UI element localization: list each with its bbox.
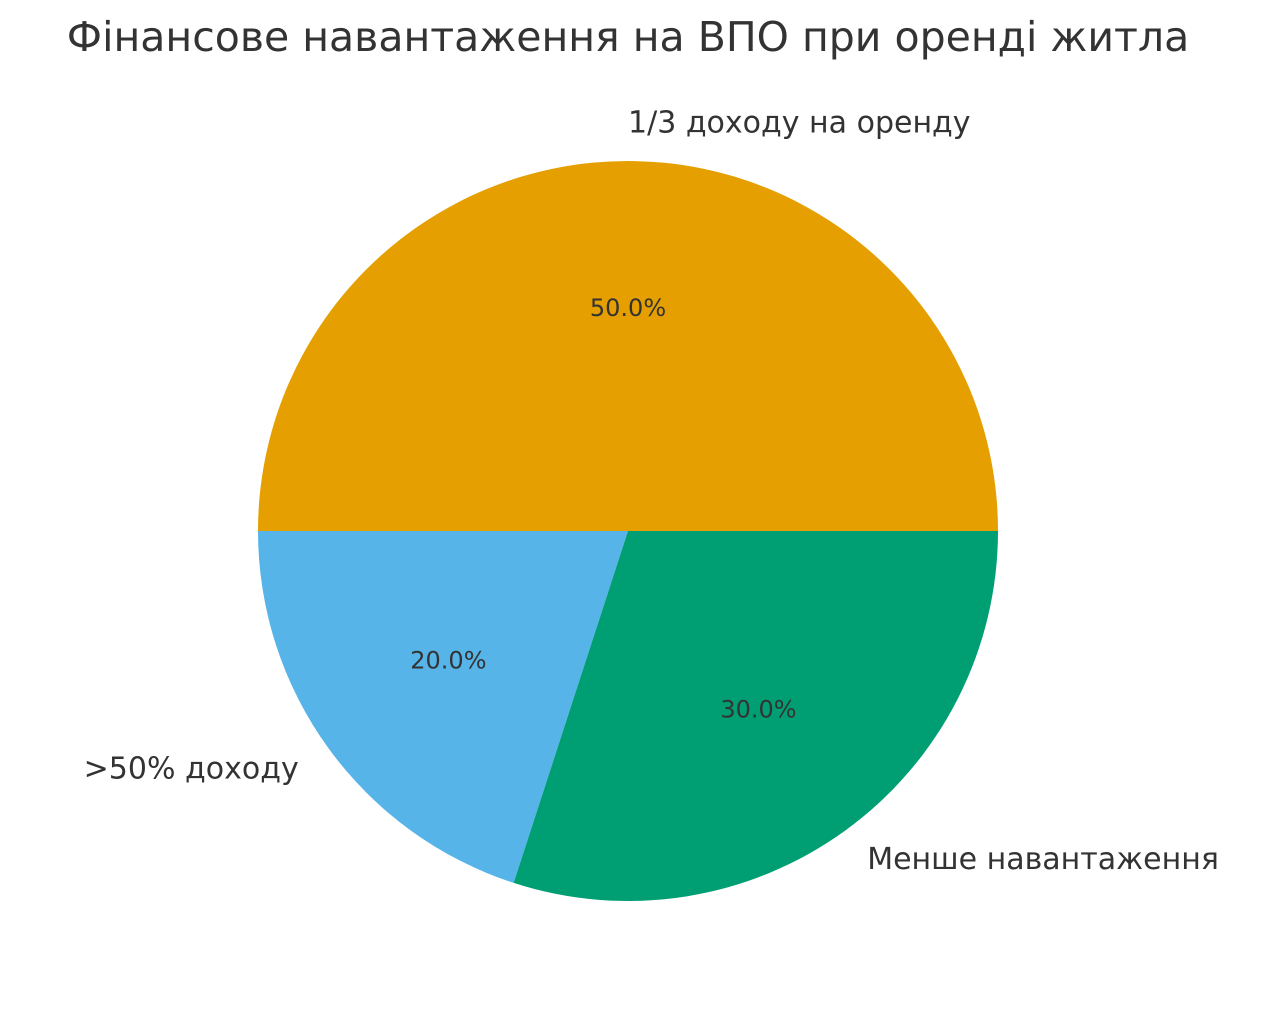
slice-label: >50% доходу xyxy=(84,752,299,787)
slice-label: Менше навантаження xyxy=(867,842,1219,877)
value-label: 30.0% xyxy=(720,696,796,724)
slice-label: 1/3 доходу на оренду xyxy=(628,106,971,141)
pie-slice xyxy=(258,161,998,531)
pie-slice xyxy=(513,531,998,902)
value-label: 50.0% xyxy=(590,294,666,322)
pie-slice xyxy=(258,531,628,883)
value-label: 20.0% xyxy=(410,646,486,674)
chart-title: Фінансове навантаження на ВПО при оренді… xyxy=(67,13,1189,61)
